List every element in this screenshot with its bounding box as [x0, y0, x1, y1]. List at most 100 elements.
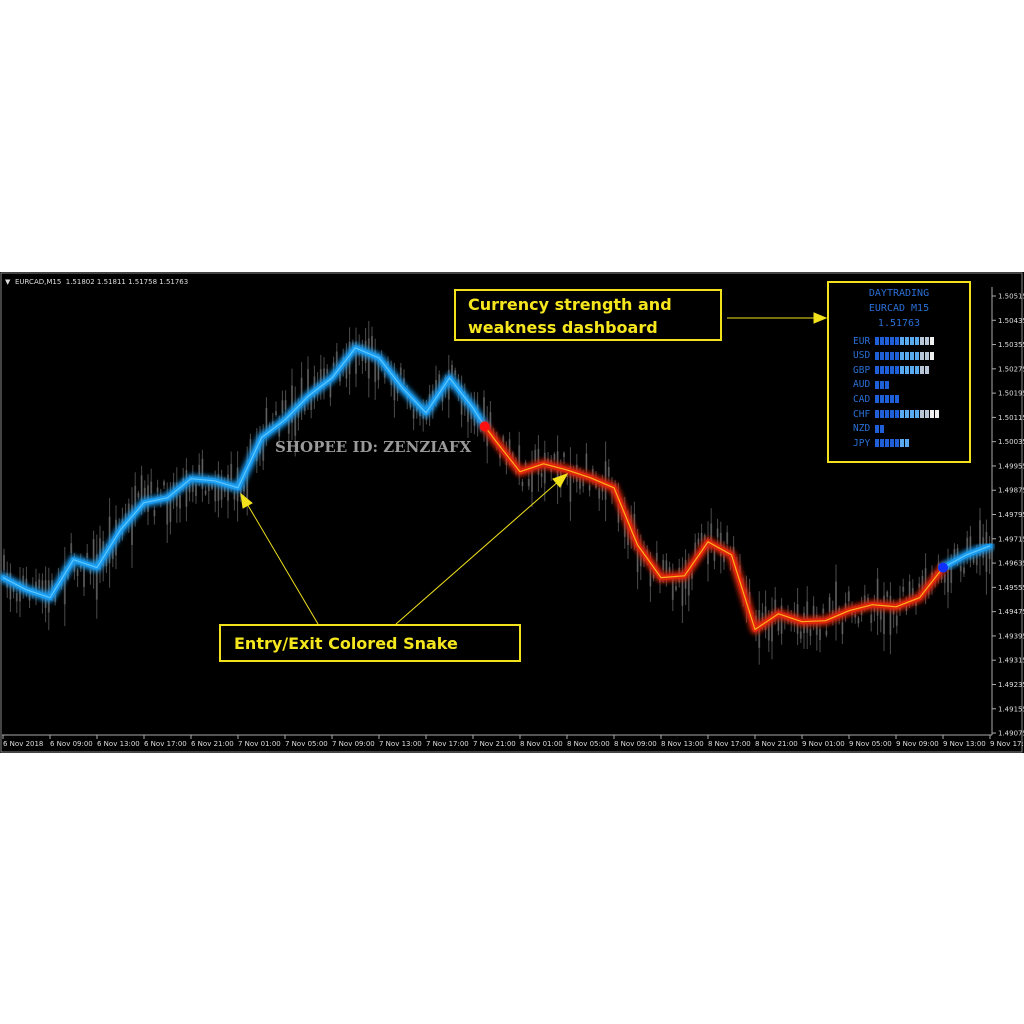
strength-bar-segment [885, 439, 889, 448]
arrow-snake-left [245, 501, 319, 625]
candle-body [579, 472, 581, 489]
candle-body [198, 464, 201, 475]
candle-body [876, 578, 879, 616]
buy-signal-dot [938, 562, 948, 573]
y-tick-label: 1.50355 [998, 341, 1024, 349]
strength-row-chf: CHF [853, 408, 940, 420]
strength-bar-segment [920, 337, 924, 345]
candle-body [671, 576, 674, 600]
candle-body [780, 605, 783, 634]
currency-label: GBP [853, 364, 871, 376]
candle-body [435, 379, 437, 397]
candle-body [230, 463, 233, 480]
candle-body [799, 631, 802, 639]
strength-bar-segment [930, 410, 934, 418]
candle-body [854, 613, 857, 618]
symbol-dropdown-icon[interactable]: ▼ [5, 278, 11, 286]
strength-bar-segment [905, 366, 909, 375]
strength-bar-segment [915, 337, 919, 345]
candle-body [889, 595, 892, 635]
currency-label: NZD [853, 423, 871, 435]
y-tick-label: 1.50275 [998, 365, 1024, 373]
candle-body [975, 554, 978, 566]
candle-body [841, 622, 844, 635]
strength-bar-segment [875, 351, 879, 360]
candle-body [908, 581, 911, 602]
candle-body [63, 566, 66, 605]
candle-body [243, 485, 245, 492]
candle-body [591, 468, 594, 479]
candle-body [419, 411, 421, 417]
strength-row-jpy: JPY [853, 437, 910, 449]
candle-body [111, 549, 114, 560]
strength-bar-segment [895, 410, 899, 418]
candle-body [185, 470, 188, 507]
candle-body [655, 552, 658, 562]
candle-body [70, 543, 73, 554]
currency-label: AUD [853, 379, 871, 391]
candle-body [716, 528, 719, 538]
candle-body [127, 503, 130, 520]
candle-body [3, 554, 5, 571]
strength-bar-segment [880, 380, 884, 389]
symbol-info: EURCAD,M15 1.51802 1.51811 1.51758 1.517… [15, 278, 188, 286]
strength-bar-segment [890, 337, 894, 345]
candle-body [393, 377, 396, 401]
candle-body [409, 400, 412, 408]
arrowhead-snake-right [552, 473, 569, 488]
y-tick-label: 1.49795 [998, 511, 1024, 519]
strength-bar-segment [885, 395, 889, 404]
strength-bar-segment [880, 410, 884, 418]
candle-body [41, 580, 44, 599]
candle-body [857, 617, 860, 624]
y-tick-label: 1.50515 [998, 293, 1024, 301]
candle-body [332, 362, 335, 367]
candle-body [691, 572, 693, 579]
y-tick-label: 1.49235 [998, 681, 1024, 689]
strength-bar-segment [895, 366, 899, 375]
candle-body [569, 466, 572, 502]
strength-bar-segment [910, 337, 914, 345]
candle-body [150, 481, 153, 494]
candle-body [972, 557, 975, 563]
candle-body [566, 473, 569, 478]
strength-bar-segment [885, 380, 889, 389]
candle-body [953, 549, 956, 561]
y-tick-label: 1.50115 [998, 414, 1024, 422]
x-tick-label: 7 Nov 21:00 [473, 740, 516, 748]
candle-body [15, 593, 18, 602]
strength-row-eur: EUR [853, 335, 935, 347]
x-tick-label: 6 Nov 13:00 [97, 740, 140, 748]
strength-bar-segment [900, 337, 904, 345]
strength-bar-segment [925, 366, 929, 375]
candle-body [665, 560, 668, 573]
strength-bar-segment [915, 366, 919, 375]
arrowhead-dashboard [813, 312, 828, 324]
candle-body [540, 472, 543, 477]
candle-body [307, 369, 309, 394]
strength-bar-segment [875, 410, 879, 418]
x-tick-label: 6 Nov 2018 [3, 740, 43, 748]
strength-bar-segment [920, 351, 924, 360]
candle-body [265, 407, 268, 433]
strength-bar-segment [915, 351, 919, 360]
candle-body [959, 566, 962, 572]
candle-body [201, 458, 204, 489]
candle-body [895, 615, 898, 626]
candle-body [675, 586, 677, 590]
candle-body [377, 360, 380, 380]
y-tick-label: 1.49315 [998, 657, 1024, 665]
price-axis: 1.50515 1.50435 1.50355 1.50275 1.50195 1.501… [992, 293, 1024, 738]
candle-body [95, 554, 98, 600]
candle-body [399, 367, 402, 376]
candle-body [649, 559, 652, 587]
strength-bar-segment [885, 366, 889, 375]
strength-bar-segment [885, 351, 889, 360]
candle-body [905, 605, 908, 612]
candle-body [521, 481, 524, 487]
x-tick-label: 8 Nov 05:00 [567, 740, 610, 748]
candle-body [54, 593, 57, 602]
candle-body [207, 480, 210, 492]
candle-body [156, 487, 159, 493]
